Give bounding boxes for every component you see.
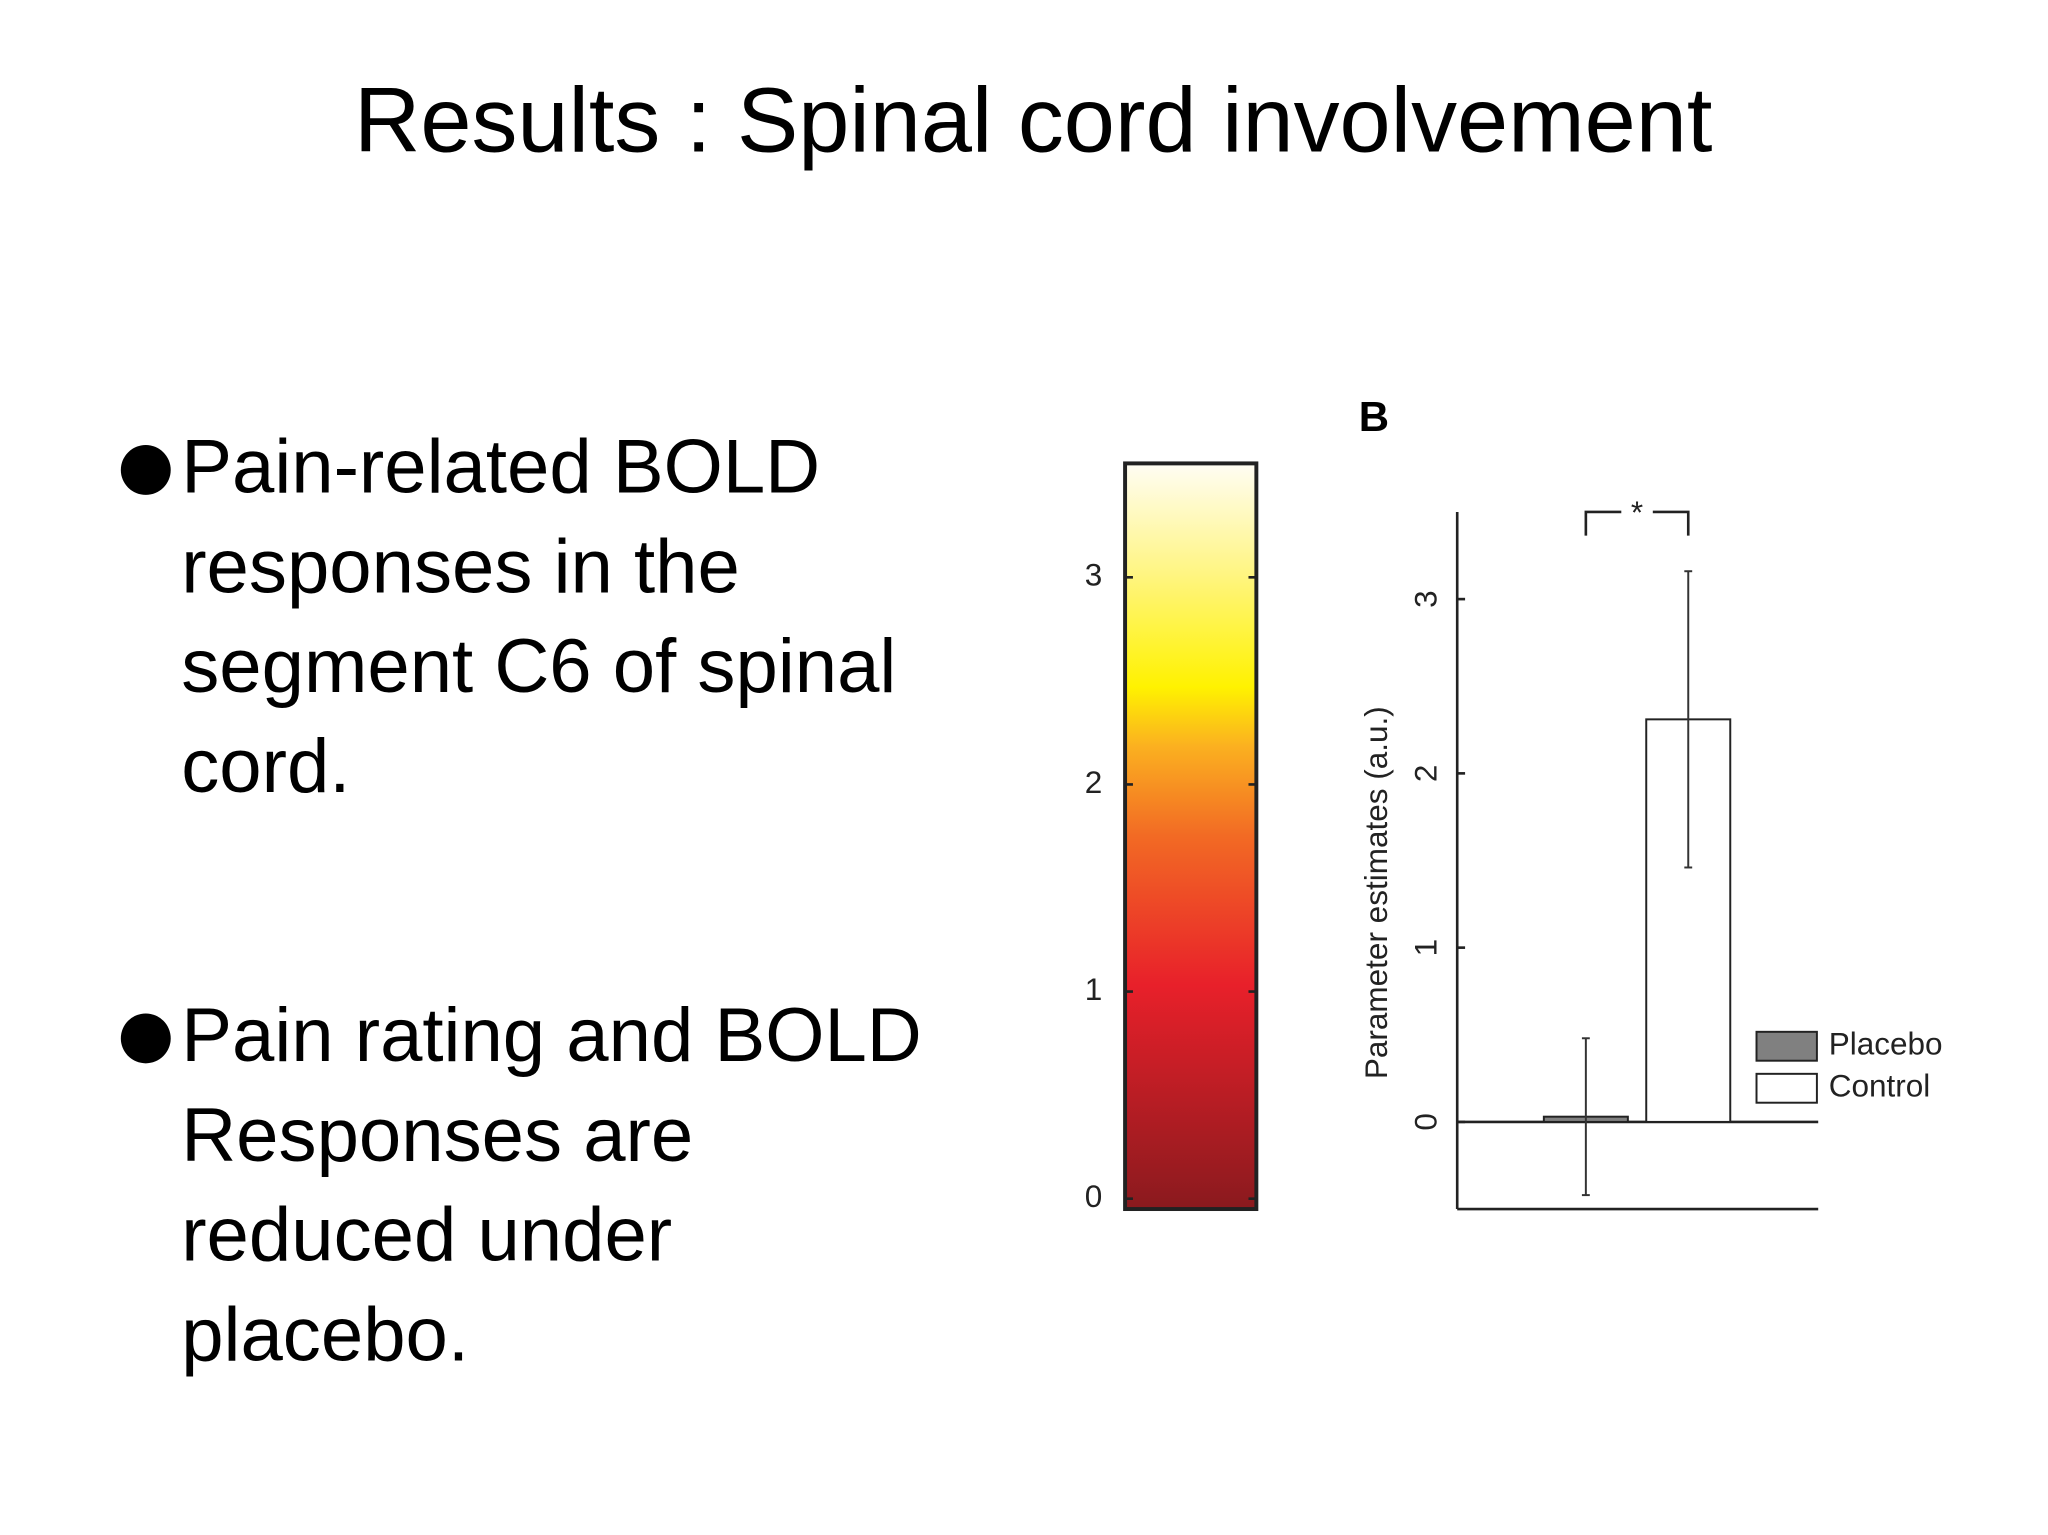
y-tick-label: 1 xyxy=(1408,939,1444,957)
y-tick-label: 1 xyxy=(1085,971,1103,1007)
y-tick-label: 0 xyxy=(1085,1178,1103,1214)
y-axis-label: Parameter estimates (a.u.) xyxy=(1358,706,1394,1079)
bullet-text: Pain-related BOLD xyxy=(181,425,820,510)
bullet-dot xyxy=(120,445,171,495)
y-tick-label: 3 xyxy=(1408,590,1444,608)
legend-label: Control xyxy=(1829,1068,1931,1104)
y-tick-label: 3 xyxy=(1085,557,1103,593)
slide-title: Results : Spinal cord involvement xyxy=(354,70,1712,172)
panel-label: B xyxy=(1359,393,1389,440)
bullet-list: Pain-related BOLD responses in the segment… xyxy=(120,425,922,1377)
y-tick-label: 2 xyxy=(1408,765,1444,783)
bullet-text: cord. xyxy=(181,724,350,809)
legend-swatch xyxy=(1755,1030,1818,1062)
bullet-text: segment C6 of spinal xyxy=(181,624,896,709)
significance-marker: * xyxy=(1631,494,1643,530)
colorbar xyxy=(1123,461,1259,1212)
bullet-text: reduced under xyxy=(181,1193,672,1278)
legend-swatch xyxy=(1755,1072,1818,1104)
bullet-text: placebo. xyxy=(181,1292,469,1377)
significance-bracket xyxy=(1584,510,1690,536)
bullet-text: Pain rating and BOLD xyxy=(181,993,922,1078)
bullet-dot xyxy=(120,1013,171,1064)
bullet-text: Responses are xyxy=(181,1093,693,1178)
y-tick-label: 2 xyxy=(1085,764,1103,800)
chart-area: 0 1 2 3 B Parameter estimates (a.u.) 0 1 2 3 Place… xyxy=(1085,393,1943,1214)
legend-label: Placebo xyxy=(1829,1026,1943,1062)
bullet-text: responses in the xyxy=(181,524,740,609)
y-tick-label: 0 xyxy=(1408,1113,1444,1131)
